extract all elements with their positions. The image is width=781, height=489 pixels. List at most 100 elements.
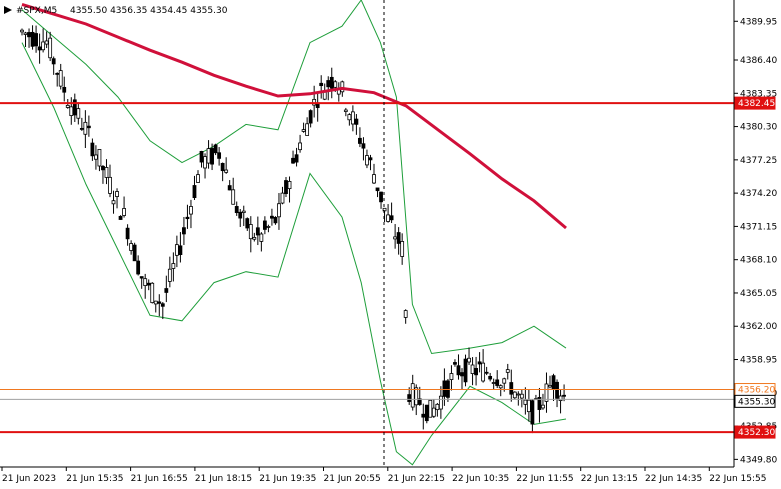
candle-body: [262, 220, 267, 230]
candle-body: [326, 80, 331, 88]
candle-body: [329, 76, 334, 89]
candle-body: [101, 165, 105, 171]
x-tick-label: 22 Jun 11:55: [516, 474, 573, 484]
y-tick-label: 4349.80: [740, 455, 777, 465]
x-tick-label: 21 Jun 18:15: [195, 474, 252, 484]
candle-body: [558, 395, 563, 401]
y-tick: 4374.20: [734, 189, 777, 199]
candle: [407, 387, 412, 405]
candle: [79, 117, 84, 131]
price-tag-open: 4356.20: [734, 383, 776, 397]
candle: [76, 102, 81, 125]
y-tick-label: 4371.15: [740, 222, 777, 232]
x-tick: 21 Jun 18:15: [194, 467, 252, 484]
candle-body: [474, 368, 478, 376]
candle-body: [51, 58, 56, 65]
candle-body: [220, 162, 225, 172]
candle: [266, 224, 271, 233]
candle-body: [277, 203, 281, 218]
candle: [178, 232, 183, 263]
candle: [164, 275, 169, 303]
candle: [248, 216, 253, 253]
candle-body: [403, 310, 408, 318]
candle-body: [189, 206, 193, 215]
candle: [294, 147, 299, 167]
y-axis-panel: [734, 0, 781, 489]
candle-body: [343, 109, 348, 112]
candle-body: [118, 215, 123, 220]
candle: [192, 175, 197, 201]
y-tick-label: 4389.95: [740, 17, 777, 27]
y-tick-label: 4377.25: [740, 156, 777, 166]
candle-body: [379, 191, 383, 203]
candle: [129, 240, 134, 255]
candle: [171, 252, 176, 282]
x-tick-label: 22 Jun 13:15: [581, 474, 638, 484]
bollinger-bands: [21, 0, 567, 466]
candle-body: [150, 282, 155, 303]
candle-body: [505, 369, 510, 373]
candle: [470, 357, 475, 386]
y-tick-label: 4362.00: [740, 322, 777, 332]
candle-body: [196, 174, 200, 183]
candle: [298, 134, 302, 153]
candle-body: [252, 237, 257, 240]
price-levels: [0, 102, 734, 434]
candle: [368, 154, 373, 171]
candle-body: [298, 142, 302, 151]
symbol-label: #SPX,M5: [16, 6, 57, 16]
candle: [227, 180, 232, 191]
candle: [157, 294, 162, 317]
candle-body: [375, 187, 380, 192]
y-tick: 4362.00: [734, 322, 777, 332]
candle-body: [174, 244, 179, 256]
candle: [456, 354, 461, 380]
candle: [273, 216, 278, 225]
x-tick: 22 Jun 14:35: [644, 467, 702, 484]
candle: [206, 140, 211, 169]
candle-body: [428, 399, 433, 418]
candle-body: [129, 243, 134, 251]
candle: [86, 115, 91, 137]
candle: [213, 143, 218, 156]
candle-body: [104, 167, 109, 178]
symbol-marker-icon: [4, 6, 12, 14]
candle: [354, 114, 359, 135]
candle: [548, 375, 552, 389]
x-tick-label: 22 Jun 15:55: [709, 474, 766, 484]
candle-body: [108, 176, 112, 194]
candle-body: [424, 404, 429, 422]
candle-body: [305, 123, 310, 136]
candle: [449, 365, 454, 391]
candle: [343, 107, 348, 117]
candle-body: [294, 154, 299, 163]
x-tick-label: 22 Jun 10:35: [452, 474, 509, 484]
candle: [48, 31, 53, 62]
x-tick: 21 Jun 2023: [1, 467, 56, 484]
candle-body: [541, 404, 545, 409]
candle-body: [55, 72, 60, 75]
candle: [83, 110, 88, 149]
candle-body: [185, 216, 190, 220]
candle: [270, 208, 274, 226]
candle: [481, 349, 486, 383]
y-tick-label: 4380.30: [740, 123, 777, 133]
candle: [94, 145, 98, 170]
candle-body: [463, 358, 468, 383]
candle: [115, 188, 119, 209]
x-axis-panel: [0, 467, 781, 489]
candle: [382, 207, 387, 223]
candle: [463, 354, 468, 387]
candle-body: [453, 362, 457, 365]
candle: [90, 138, 95, 161]
candle: [231, 177, 236, 205]
candle-body: [41, 41, 46, 51]
candle: [277, 193, 281, 230]
candle: [453, 359, 457, 367]
candle: [523, 387, 528, 415]
candle-body: [76, 108, 81, 119]
candle-body: [544, 383, 549, 402]
candle-body: [259, 233, 264, 242]
candle-body: [206, 148, 211, 164]
